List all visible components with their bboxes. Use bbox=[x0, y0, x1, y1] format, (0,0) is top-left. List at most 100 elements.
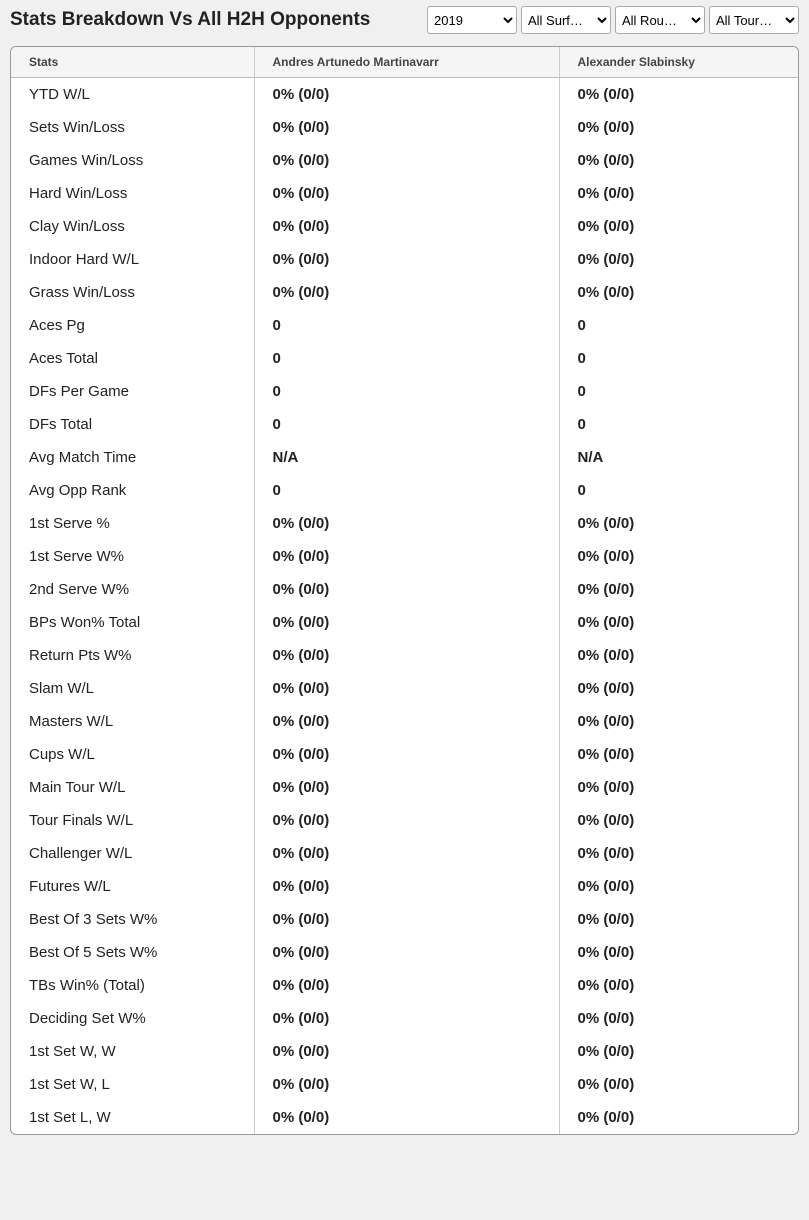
table-row: Avg Match TimeN/AN/A bbox=[11, 441, 798, 474]
stat-value-player1: 0% (0/0) bbox=[254, 540, 559, 573]
stat-label: Best Of 5 Sets W% bbox=[11, 936, 254, 969]
stat-value-player2: 0% (0/0) bbox=[559, 507, 798, 540]
stat-label: DFs Total bbox=[11, 408, 254, 441]
table-row: DFs Per Game00 bbox=[11, 375, 798, 408]
stat-value-player1: 0% (0/0) bbox=[254, 276, 559, 309]
stat-value-player1: 0% (0/0) bbox=[254, 639, 559, 672]
stat-value-player1: 0% (0/0) bbox=[254, 243, 559, 276]
stat-value-player1: 0% (0/0) bbox=[254, 111, 559, 144]
stat-value-player2: 0 bbox=[559, 375, 798, 408]
stat-label: Grass Win/Loss bbox=[11, 276, 254, 309]
stat-label: Cups W/L bbox=[11, 738, 254, 771]
stat-value-player2: 0% (0/0) bbox=[559, 804, 798, 837]
stat-value-player2: 0% (0/0) bbox=[559, 573, 798, 606]
round-select[interactable]: All Rou… bbox=[615, 6, 705, 34]
stat-value-player2: 0% (0/0) bbox=[559, 969, 798, 1002]
stat-label: Games Win/Loss bbox=[11, 144, 254, 177]
stat-label: Sets Win/Loss bbox=[11, 111, 254, 144]
table-row: Deciding Set W%0% (0/0)0% (0/0) bbox=[11, 1002, 798, 1035]
stat-value-player2: 0% (0/0) bbox=[559, 210, 798, 243]
stat-label: 1st Serve % bbox=[11, 507, 254, 540]
stat-label: Main Tour W/L bbox=[11, 771, 254, 804]
table-row: Tour Finals W/L0% (0/0)0% (0/0) bbox=[11, 804, 798, 837]
stat-label: Futures W/L bbox=[11, 870, 254, 903]
stat-value-player1: 0% (0/0) bbox=[254, 870, 559, 903]
table-row: 1st Serve %0% (0/0)0% (0/0) bbox=[11, 507, 798, 540]
stat-value-player1: 0% (0/0) bbox=[254, 1101, 559, 1134]
year-select[interactable]: 2019 bbox=[427, 6, 517, 34]
table-row: 2nd Serve W%0% (0/0)0% (0/0) bbox=[11, 573, 798, 606]
stat-value-player1: N/A bbox=[254, 441, 559, 474]
stat-value-player1: 0% (0/0) bbox=[254, 1068, 559, 1101]
stat-value-player1: 0% (0/0) bbox=[254, 903, 559, 936]
stat-value-player1: 0% (0/0) bbox=[254, 1035, 559, 1068]
page-title: Stats Breakdown Vs All H2H Opponents bbox=[10, 9, 370, 31]
column-header-player2: Alexander Slabinsky bbox=[559, 47, 798, 78]
column-header-stats: Stats bbox=[11, 47, 254, 78]
table-row: 1st Set W, W0% (0/0)0% (0/0) bbox=[11, 1035, 798, 1068]
stat-value-player2: 0% (0/0) bbox=[559, 1002, 798, 1035]
table-row: Games Win/Loss0% (0/0)0% (0/0) bbox=[11, 144, 798, 177]
stat-value-player2: 0% (0/0) bbox=[559, 1068, 798, 1101]
stat-value-player2: 0% (0/0) bbox=[559, 144, 798, 177]
stat-value-player2: 0% (0/0) bbox=[559, 936, 798, 969]
stat-value-player2: 0 bbox=[559, 342, 798, 375]
stat-value-player2: 0% (0/0) bbox=[559, 705, 798, 738]
stat-value-player1: 0% (0/0) bbox=[254, 672, 559, 705]
table-row: Avg Opp Rank00 bbox=[11, 474, 798, 507]
stat-label: Clay Win/Loss bbox=[11, 210, 254, 243]
stat-value-player2: 0 bbox=[559, 309, 798, 342]
table-row: Sets Win/Loss0% (0/0)0% (0/0) bbox=[11, 111, 798, 144]
table-row: Clay Win/Loss0% (0/0)0% (0/0) bbox=[11, 210, 798, 243]
stat-label: BPs Won% Total bbox=[11, 606, 254, 639]
stat-value-player1: 0 bbox=[254, 309, 559, 342]
stat-value-player2: 0% (0/0) bbox=[559, 837, 798, 870]
stat-value-player2: 0% (0/0) bbox=[559, 1101, 798, 1134]
table-row: BPs Won% Total0% (0/0)0% (0/0) bbox=[11, 606, 798, 639]
stat-label: Masters W/L bbox=[11, 705, 254, 738]
table-row: 1st Set L, W0% (0/0)0% (0/0) bbox=[11, 1101, 798, 1134]
table-row: Best Of 3 Sets W%0% (0/0)0% (0/0) bbox=[11, 903, 798, 936]
stat-value-player1: 0 bbox=[254, 375, 559, 408]
table-row: Slam W/L0% (0/0)0% (0/0) bbox=[11, 672, 798, 705]
table-row: Aces Pg00 bbox=[11, 309, 798, 342]
stat-label: DFs Per Game bbox=[11, 375, 254, 408]
stat-label: Avg Match Time bbox=[11, 441, 254, 474]
table-row: Aces Total00 bbox=[11, 342, 798, 375]
table-row: Masters W/L0% (0/0)0% (0/0) bbox=[11, 705, 798, 738]
stat-value-player1: 0% (0/0) bbox=[254, 969, 559, 1002]
stat-value-player2: 0% (0/0) bbox=[559, 177, 798, 210]
stats-table-wrapper: Stats Andres Artunedo Martinavarr Alexan… bbox=[10, 46, 799, 1135]
stat-value-player1: 0% (0/0) bbox=[254, 1002, 559, 1035]
surface-select[interactable]: All Surf… bbox=[521, 6, 611, 34]
column-header-player1: Andres Artunedo Martinavarr bbox=[254, 47, 559, 78]
stat-value-player2: 0% (0/0) bbox=[559, 672, 798, 705]
stat-value-player1: 0% (0/0) bbox=[254, 144, 559, 177]
filter-group: 2019 All Surf… All Rou… All Tour… bbox=[427, 6, 799, 34]
table-row: Hard Win/Loss0% (0/0)0% (0/0) bbox=[11, 177, 798, 210]
tour-select[interactable]: All Tour… bbox=[709, 6, 799, 34]
stats-table: Stats Andres Artunedo Martinavarr Alexan… bbox=[11, 47, 798, 1134]
stat-value-player1: 0% (0/0) bbox=[254, 738, 559, 771]
stat-value-player1: 0% (0/0) bbox=[254, 804, 559, 837]
table-row: Challenger W/L0% (0/0)0% (0/0) bbox=[11, 837, 798, 870]
stat-label: Tour Finals W/L bbox=[11, 804, 254, 837]
stat-value-player2: 0% (0/0) bbox=[559, 540, 798, 573]
table-row: Cups W/L0% (0/0)0% (0/0) bbox=[11, 738, 798, 771]
stat-value-player1: 0% (0/0) bbox=[254, 606, 559, 639]
stat-label: YTD W/L bbox=[11, 78, 254, 112]
stat-value-player1: 0% (0/0) bbox=[254, 837, 559, 870]
stat-label: 1st Set L, W bbox=[11, 1101, 254, 1134]
stat-label: 1st Set W, W bbox=[11, 1035, 254, 1068]
header-bar: Stats Breakdown Vs All H2H Opponents 201… bbox=[0, 0, 809, 40]
stat-value-player2: 0% (0/0) bbox=[559, 639, 798, 672]
stat-label: Aces Pg bbox=[11, 309, 254, 342]
stat-value-player1: 0% (0/0) bbox=[254, 78, 559, 112]
stat-value-player1: 0 bbox=[254, 342, 559, 375]
table-row: DFs Total00 bbox=[11, 408, 798, 441]
stat-value-player1: 0% (0/0) bbox=[254, 705, 559, 738]
stat-label: Slam W/L bbox=[11, 672, 254, 705]
stat-value-player1: 0% (0/0) bbox=[254, 210, 559, 243]
stat-label: Indoor Hard W/L bbox=[11, 243, 254, 276]
stat-value-player2: 0 bbox=[559, 474, 798, 507]
